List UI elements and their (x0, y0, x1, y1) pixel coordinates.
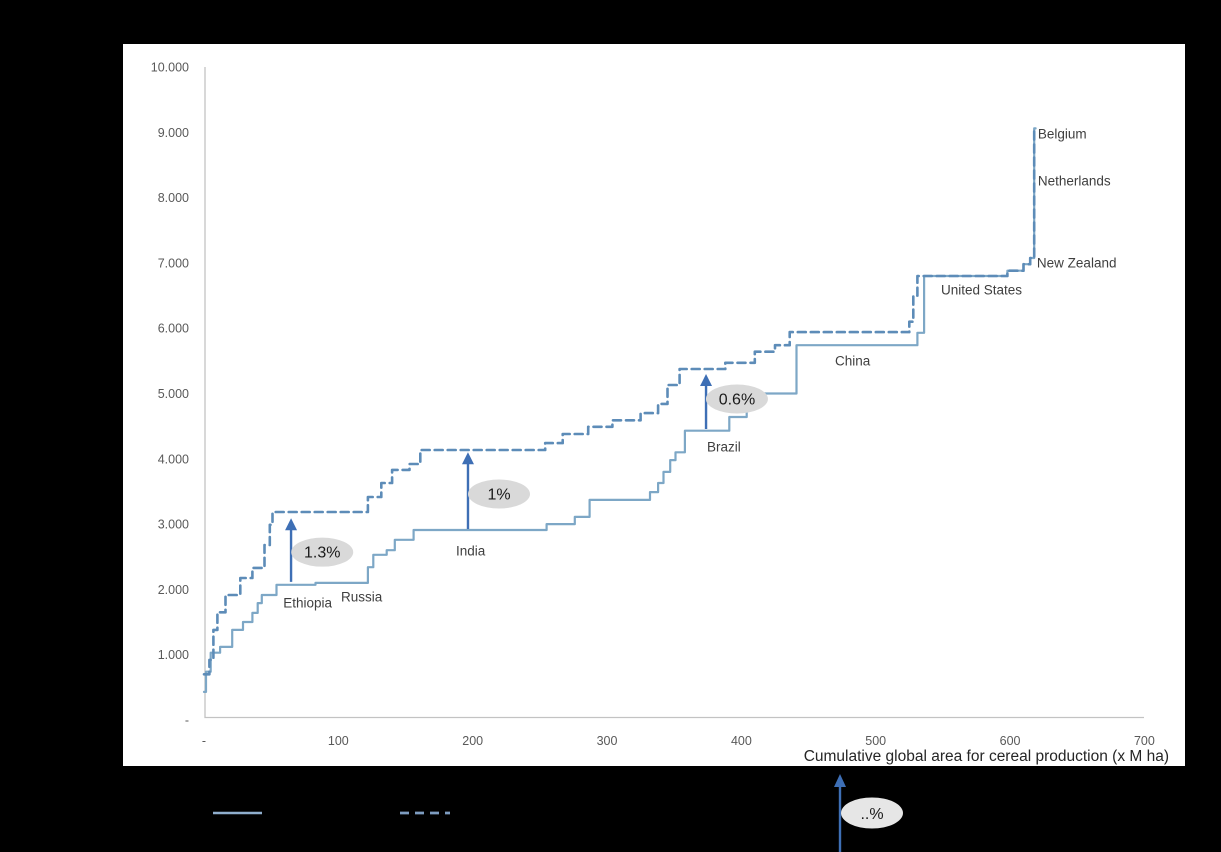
legend-gap-arrow (834, 774, 846, 852)
yield-gap-annotation (700, 374, 713, 430)
gap-arrow-head (285, 518, 298, 531)
y-tick-label: 2.000 (158, 583, 189, 597)
country-label: Belgium (1038, 126, 1087, 141)
x-axis-title: Cumulative global area for cereal produc… (804, 748, 1169, 765)
y-tick-label: - (185, 714, 189, 728)
y-tick-label: 3.000 (158, 518, 189, 532)
legend-pct-ellipse (841, 797, 903, 829)
chart-panel: 10.000 9.000 8.000 7.000 6.000 5.000 4.000 3.00… (123, 44, 1185, 766)
y-tick-label: 9.000 (158, 126, 189, 140)
gap-arrow-head (461, 452, 474, 465)
gap-pct-ellipse (468, 479, 531, 509)
country-label: Ethiopia (283, 596, 332, 611)
gap-pct-label: 1% (487, 486, 510, 503)
country-label: Netherlands (1038, 174, 1111, 189)
country-label: Brazil (707, 440, 741, 455)
x-tick-label: 100 (328, 734, 349, 748)
y-tick-label: 6.000 (158, 322, 189, 336)
axes (204, 67, 1144, 719)
y-tick-label: 4.000 (158, 452, 189, 466)
gap-pct-label: 0.6% (719, 391, 755, 408)
x-tick-label: 200 (462, 734, 483, 748)
country-label: United States (941, 282, 1022, 297)
yield-gap-chart: 10.000 9.000 8.000 7.000 6.000 5.000 4.000 3.00… (151, 61, 1169, 766)
gap-pct-ellipse (291, 537, 354, 567)
country-label: China (835, 354, 871, 369)
gap-pct-label: 1.3% (304, 545, 340, 562)
yield-gap-annotation (285, 518, 298, 582)
gap-pct-ellipse (705, 384, 768, 414)
cereal-yield-curve-dashed (202, 127, 1037, 676)
x-tick-label: 400 (731, 734, 752, 748)
y-tick-label: 10.000 (151, 61, 189, 75)
y-tick-label: 7.000 (158, 256, 189, 270)
x-tick-label: 300 (597, 734, 618, 748)
x-tick-label: - (202, 734, 206, 748)
y-tick-label: 8.000 (158, 191, 189, 205)
legend-pct-label: ..% (860, 806, 883, 823)
x-tick-label: 500 (865, 734, 886, 748)
yield-gap-annotation (461, 452, 474, 529)
country-label: New Zealand (1037, 255, 1117, 270)
cereal-yield-curve-solid (202, 127, 1037, 693)
x-tick-label: 700 (1134, 734, 1155, 748)
x-tick-label: 600 (1000, 734, 1021, 748)
y-tick-label: 5.000 (158, 387, 189, 401)
country-label: Russia (341, 589, 383, 604)
gap-arrow-head (700, 374, 713, 387)
country-label: India (456, 544, 486, 559)
legend-strip: ..% (213, 774, 903, 852)
y-tick-label: 1.000 (158, 648, 189, 662)
